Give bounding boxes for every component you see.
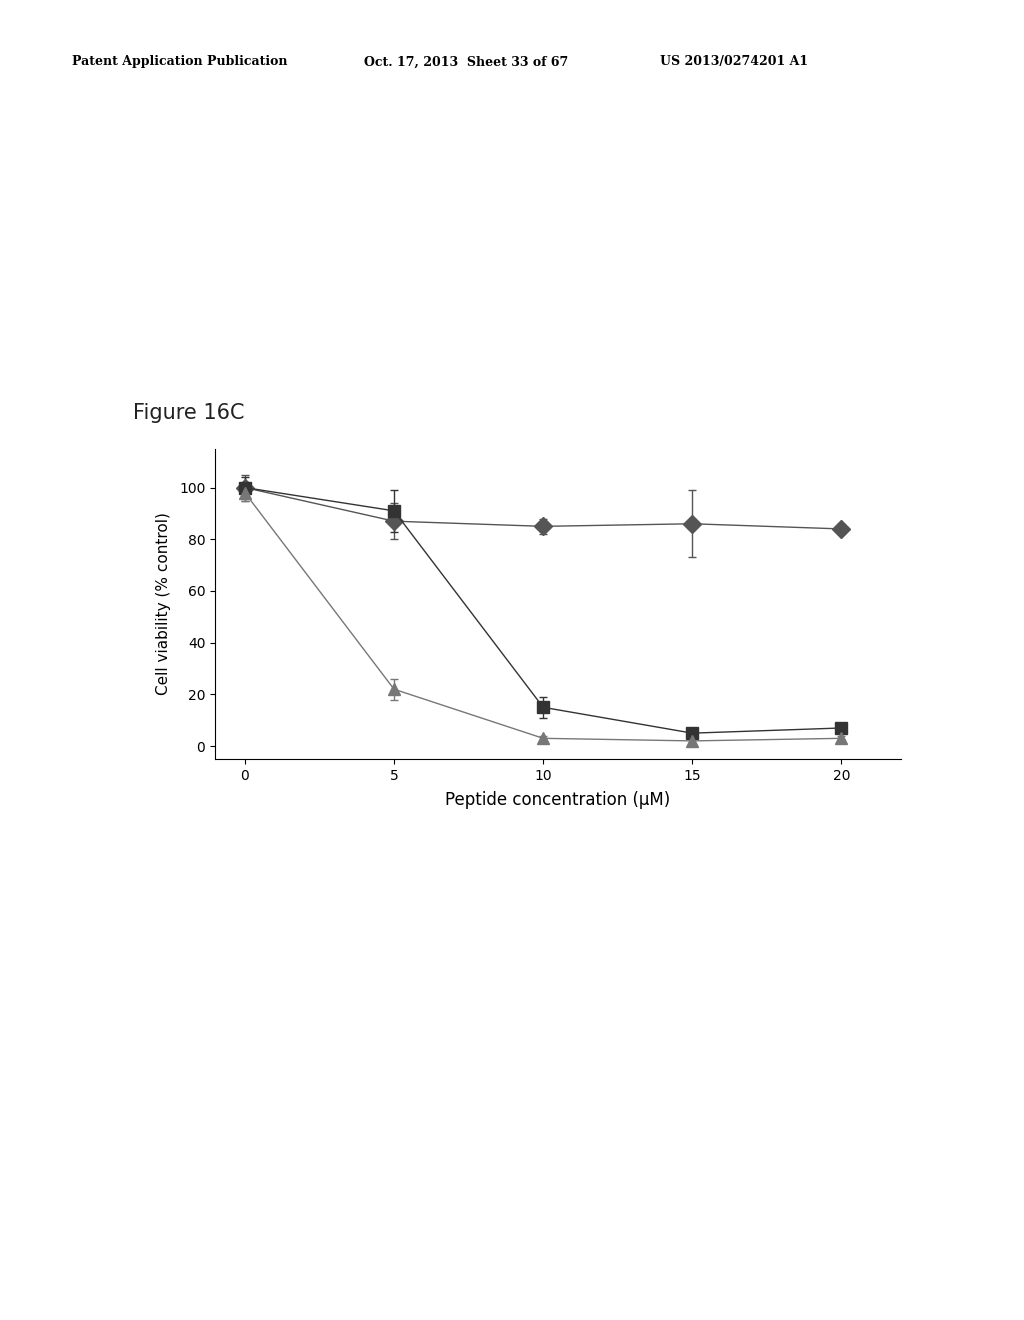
X-axis label: Peptide concentration (μM): Peptide concentration (μM) bbox=[445, 791, 671, 809]
Y-axis label: Cell viability (% control): Cell viability (% control) bbox=[156, 512, 171, 696]
Text: Patent Application Publication: Patent Application Publication bbox=[72, 55, 287, 69]
Text: Oct. 17, 2013  Sheet 33 of 67: Oct. 17, 2013 Sheet 33 of 67 bbox=[364, 55, 567, 69]
Text: Figure 16C: Figure 16C bbox=[133, 403, 245, 422]
Text: US 2013/0274201 A1: US 2013/0274201 A1 bbox=[660, 55, 809, 69]
